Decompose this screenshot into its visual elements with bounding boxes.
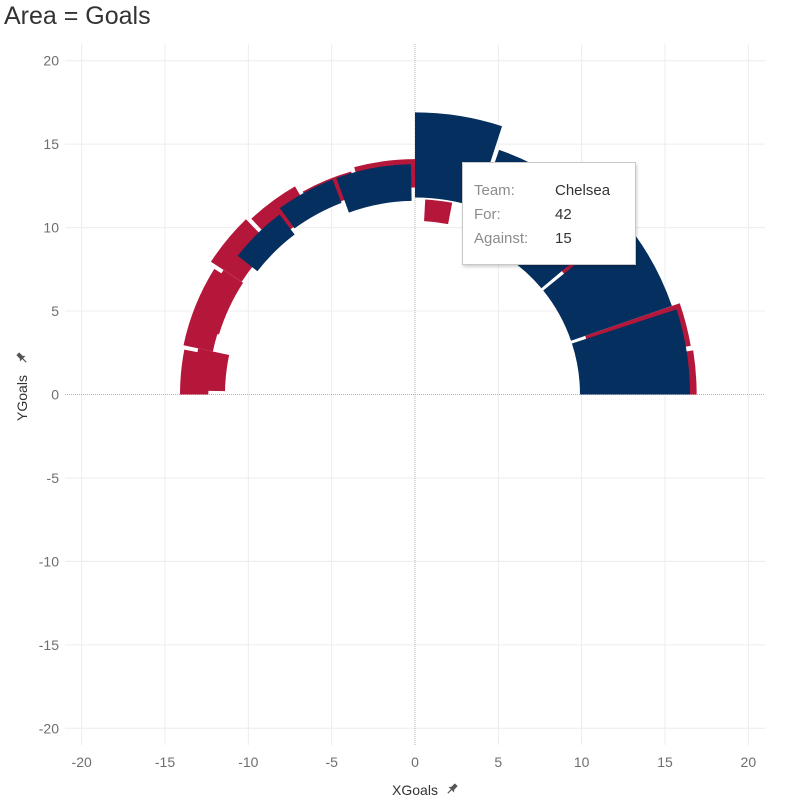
page-title: Area = Goals [4,2,151,30]
x-tick-label: -10 [238,754,258,770]
x-axis-label: XGoals [392,782,438,798]
radial-segment[interactable] [279,179,342,229]
tooltip-team-key: Team: [474,182,515,199]
x-axis-pin-icon[interactable] [445,782,459,796]
y-tick-label: -10 [39,553,59,569]
x-tick-label: -20 [72,754,92,770]
radial-segment[interactable] [543,223,672,341]
tooltip-for-value: 42 [555,206,572,223]
y-tick-label: 20 [43,53,59,69]
tooltip: Team: Chelsea For: 42 Against: 15 [462,162,636,265]
tooltip-team-row: Team: Chelsea [474,179,635,203]
y-tick-label: -20 [39,720,59,736]
x-axis-label-group: XGoals [392,782,459,798]
x-tick-label: 20 [741,754,757,770]
x-tick-label: 0 [411,754,419,770]
tooltip-team-value: Chelsea [555,182,611,199]
x-tick-label: -5 [325,754,338,770]
tooltip-for-key: For: [474,206,501,223]
tooltip-against-value: 15 [555,230,572,247]
y-tick-label: -5 [47,470,60,486]
tooltip-for-row: For: 42 [474,203,635,227]
radial-segment[interactable] [196,269,244,335]
x-tick-label: 10 [574,754,590,770]
radial-segment[interactable] [424,199,453,225]
x-tick-label: 15 [657,754,673,770]
y-axis-pin-icon[interactable] [15,351,29,365]
radial-segment[interactable] [336,164,412,213]
y-tick-label: 5 [51,303,59,319]
radial-segment[interactable] [237,214,295,272]
y-axis-label-group: YGoals [14,351,30,421]
tooltip-against-row: Against: 15 [474,227,635,251]
tooltip-against-key: Against: [474,230,529,247]
y-tick-label: 0 [51,387,59,403]
y-tick-label: 10 [43,220,59,236]
x-tick-labels: -20 -15 -10 -5 0 5 10 15 20 [72,754,757,770]
radial-segment[interactable] [571,309,690,395]
x-tick-label: -15 [155,754,175,770]
y-axis-label: YGoals [14,375,30,421]
x-tick-label: 5 [494,754,502,770]
y-tick-labels: 20 15 10 5 0 -5 -10 -15 -20 [39,53,59,737]
radial-segment[interactable] [193,348,230,392]
y-tick-label: 15 [43,136,59,152]
y-tick-label: -15 [39,637,59,653]
